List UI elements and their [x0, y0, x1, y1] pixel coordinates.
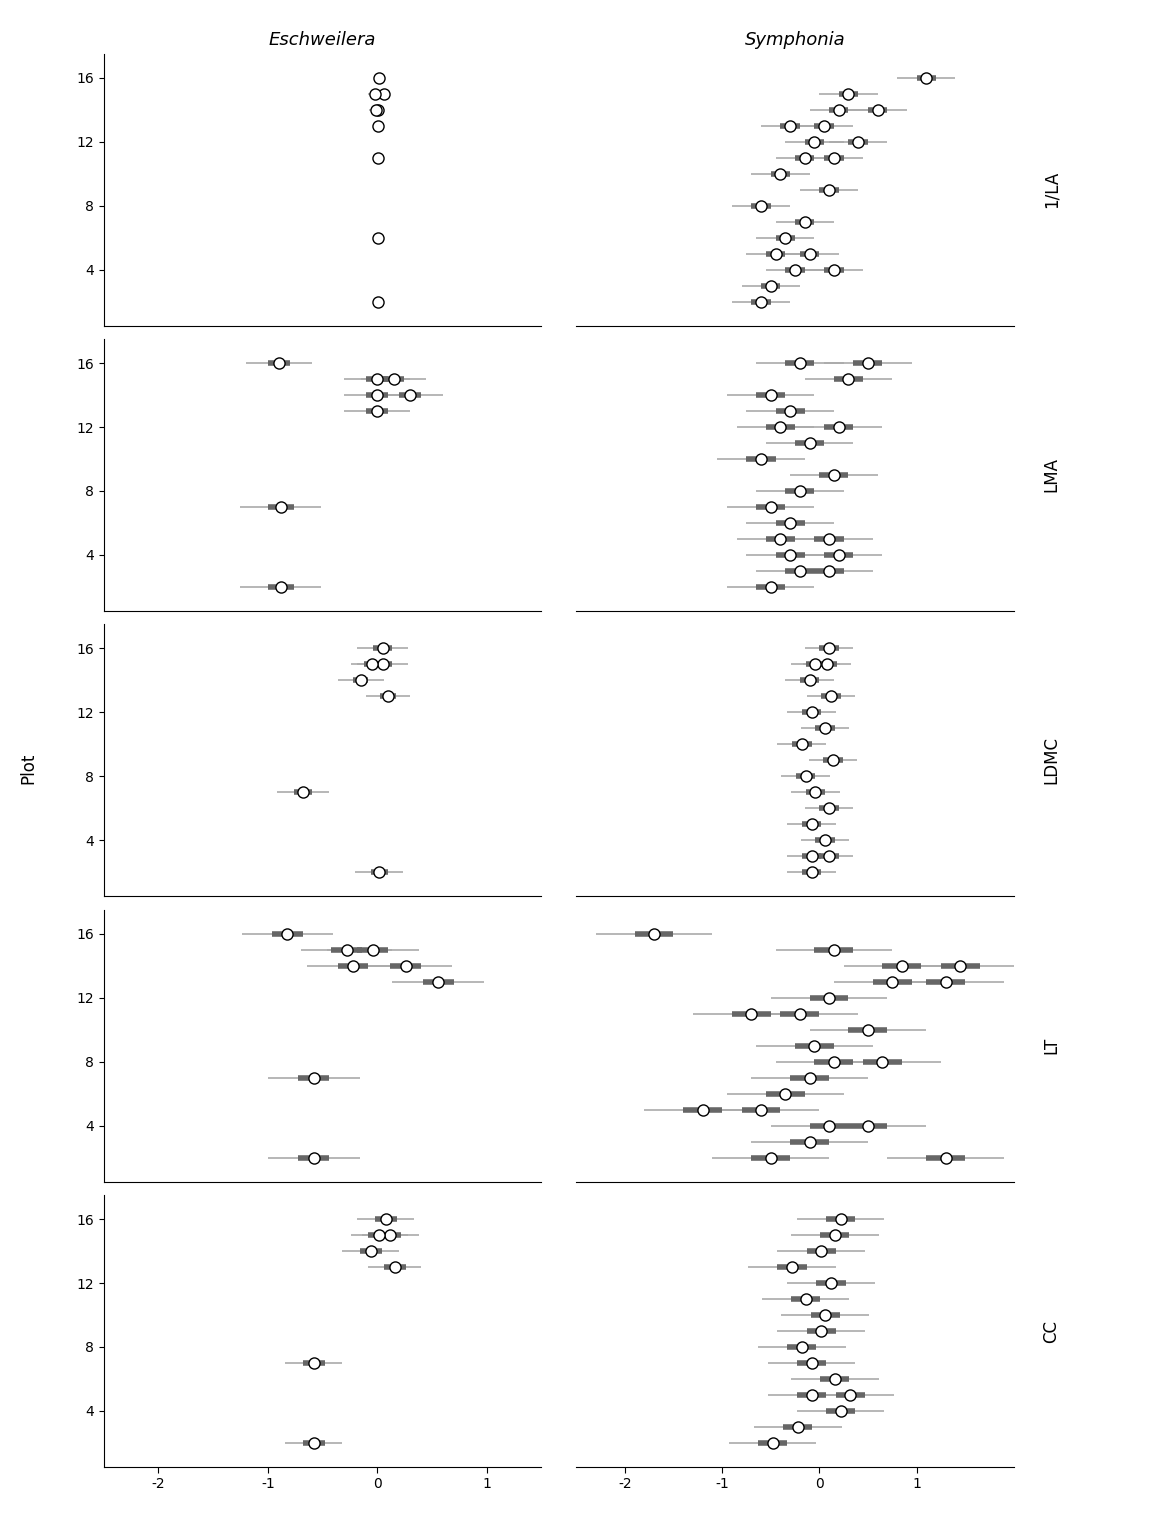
Text: Plot: Plot: [20, 753, 38, 783]
Text: CC: CC: [1043, 1319, 1061, 1342]
Title: Eschweilera: Eschweilera: [268, 31, 377, 49]
Text: LT: LT: [1043, 1037, 1061, 1054]
Title: Symphonia: Symphonia: [744, 31, 846, 49]
Text: 1/LA: 1/LA: [1043, 170, 1061, 209]
Text: LMA: LMA: [1043, 458, 1061, 493]
Text: LDMC: LDMC: [1043, 736, 1061, 785]
